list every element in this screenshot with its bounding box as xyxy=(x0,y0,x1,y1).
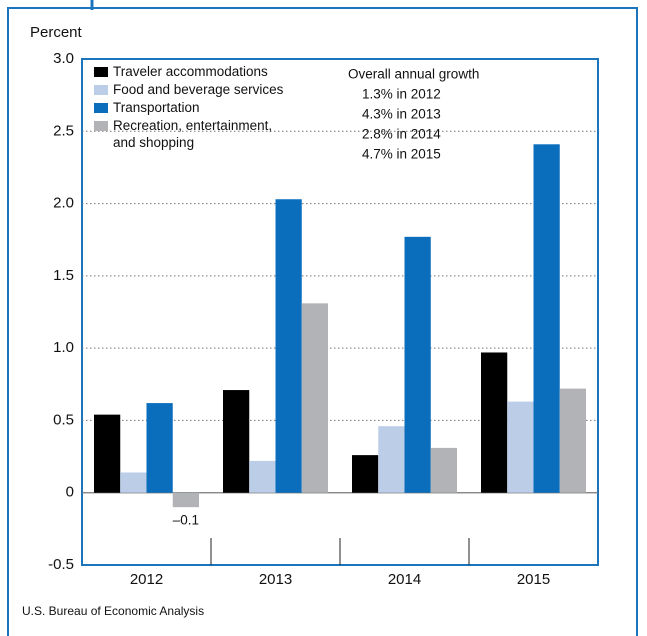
y-tick-label: -0.5 xyxy=(48,556,74,573)
annotation: Overall annual growth xyxy=(348,67,479,82)
annotation: 2.8% in 2014 xyxy=(362,127,441,142)
bar xyxy=(275,199,302,493)
legend-entry: Recreation, entertainment, and shopping xyxy=(113,118,273,150)
legend-entry: Food and beverage services xyxy=(113,82,284,97)
bar xyxy=(533,144,560,493)
bar xyxy=(223,390,250,493)
bar xyxy=(172,492,199,508)
x-tick-label: 2013 xyxy=(259,571,292,588)
y-tick-label: 3.0 xyxy=(53,50,74,67)
legend-label: Food and beverage services xyxy=(113,82,284,97)
annotation: 4.7% in 2015 xyxy=(362,147,441,162)
source: U.S. Bureau of Economic Analysis xyxy=(22,604,204,618)
annotation: 4.3% in 2013 xyxy=(362,107,441,122)
bar xyxy=(120,472,147,493)
y-tick-label: 0.5 xyxy=(53,411,74,428)
y-tick-label: 2.0 xyxy=(53,195,74,212)
bar xyxy=(249,460,276,493)
bar xyxy=(559,388,586,493)
legend-label: Transportation xyxy=(113,100,200,115)
legend-label: Recreation, entertainment, and shopping xyxy=(113,118,273,150)
y-tick-label: 0 xyxy=(66,484,74,501)
bar xyxy=(146,403,173,493)
x-tick-label: 2012 xyxy=(130,571,163,588)
bar xyxy=(404,236,431,493)
bar xyxy=(507,401,534,493)
bar xyxy=(301,303,328,493)
y-tick-label: 1.5 xyxy=(53,267,74,284)
y-tick-label: 2.5 xyxy=(53,122,74,139)
legend-swatch xyxy=(94,103,108,113)
legend-entry: Transportation xyxy=(113,100,200,115)
y-axis-label: Percent xyxy=(30,24,83,41)
x-tick-label: 2015 xyxy=(517,571,550,588)
legend-swatch xyxy=(94,67,108,77)
bar xyxy=(430,447,457,493)
bar xyxy=(378,426,405,493)
frame xyxy=(7,7,638,636)
annotation: 1.3% in 2012 xyxy=(362,87,441,102)
x-tick-label: 2014 xyxy=(388,571,421,588)
legend-swatch xyxy=(94,85,108,95)
bar xyxy=(94,414,121,493)
legend-entry: Traveler accommodations xyxy=(113,64,268,79)
legend-swatch xyxy=(94,121,108,131)
legend-label: Traveler accommodations xyxy=(113,64,268,79)
bar xyxy=(352,455,379,493)
data-label: –0.1 xyxy=(173,513,199,528)
y-tick-label: 1.0 xyxy=(53,339,74,356)
bar xyxy=(481,352,508,493)
